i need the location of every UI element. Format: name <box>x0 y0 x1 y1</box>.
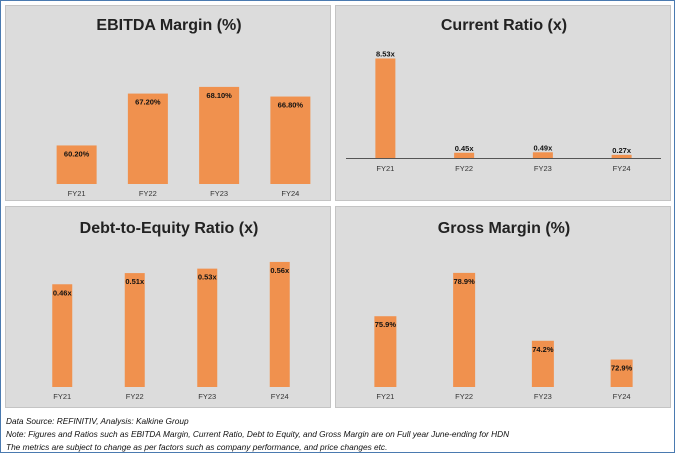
bar-fy24 <box>269 261 290 387</box>
data-label: 0.46x <box>53 288 73 297</box>
bar-fy22 <box>124 273 145 387</box>
chart-title: Current Ratio (x) <box>441 17 567 34</box>
x-tick-label: FY23 <box>210 189 228 198</box>
x-tick-label: FY22 <box>126 392 144 401</box>
gross-margin-chart: Gross Margin (%) 75.9% FY21 78.9% FY22 74.2% F… <box>335 206 671 408</box>
data-label: 0.56x <box>270 266 290 275</box>
data-label: 0.49x <box>533 143 553 152</box>
bar-fy22 <box>454 152 475 158</box>
x-tick-label: FY21 <box>376 164 394 173</box>
x-tick-label: FY24 <box>281 189 299 198</box>
data-label: 74.2% <box>532 345 554 354</box>
bar-fy24 <box>610 359 633 387</box>
x-tick-label: FY24 <box>271 392 289 401</box>
x-tick-label: FY24 <box>613 392 631 401</box>
chart-title: EBITDA Margin (%) <box>96 17 241 34</box>
x-tick-label: FY22 <box>455 164 473 173</box>
x-tick-label: FY23 <box>534 392 552 401</box>
debt-to-equity-chart: Debt-to-Equity Ratio (x) 0.46x FY21 0.51x FY… <box>5 206 331 408</box>
chart-svg: Gross Margin (%) 75.9% FY21 78.9% FY22 74.2% F… <box>374 220 633 401</box>
data-source-note: Data Source: REFINITIV, Analysis: Kalkin… <box>6 416 189 426</box>
bar-fy24 <box>611 154 632 158</box>
x-tick-label: FY24 <box>613 164 631 173</box>
data-label: 75.9% <box>375 320 397 329</box>
x-tick-label: FY22 <box>455 392 473 401</box>
ebitda-margin-chart: EBITDA Margin (%) 60.20% FY21 67.20% FY22 68.… <box>5 5 331 201</box>
current-ratio-chart: Current Ratio (x) 8.53x FY21 0.45x FY22 0.49x… <box>335 5 671 201</box>
bar-fy21 <box>56 145 97 184</box>
bar-fy22 <box>453 272 476 387</box>
data-label: 0.53x <box>198 273 218 282</box>
x-tick-label: FY21 <box>68 189 86 198</box>
x-tick-label: FY21 <box>376 392 394 401</box>
chart-svg: EBITDA Margin (%) 60.20% FY21 67.20% FY22 68.… <box>56 17 311 198</box>
data-label: 60.20% <box>64 149 90 158</box>
x-tick-label: FY23 <box>534 164 552 173</box>
bar-fy23 <box>199 86 240 184</box>
data-label: 68.10% <box>206 91 232 100</box>
x-tick-label: FY22 <box>139 189 157 198</box>
data-label: 0.45x <box>455 144 475 153</box>
disclaimer-note: The metrics are subject to change as per… <box>6 442 388 452</box>
data-label: 8.53x <box>376 49 396 58</box>
data-label: 78.9% <box>453 277 475 286</box>
footnotes: Data Source: REFINITIV, Analysis: Kalkin… <box>6 415 671 454</box>
bar-fy22 <box>127 93 168 184</box>
data-label: 0.51x <box>125 277 145 286</box>
data-label: 0.27x <box>612 146 632 155</box>
chart-svg: Debt-to-Equity Ratio (x) 0.46x FY21 0.51x FY… <box>52 220 290 401</box>
bar-fy21 <box>375 58 396 158</box>
data-label: 72.9% <box>611 364 633 373</box>
bar-fy21 <box>374 316 397 387</box>
bar-fy23 <box>197 268 218 387</box>
chart-svg: Current Ratio (x) 8.53x FY21 0.45x FY22 0.49x… <box>346 17 661 173</box>
chart-title: Gross Margin (%) <box>438 220 570 237</box>
bar-fy23 <box>532 152 553 158</box>
methodology-note: Note: Figures and Ratios such as EBITDA … <box>6 429 510 439</box>
bar-fy21 <box>52 284 73 387</box>
data-label: 66.80% <box>278 101 304 110</box>
x-tick-label: FY21 <box>53 392 71 401</box>
x-tick-label: FY23 <box>198 392 216 401</box>
bar-fy23 <box>531 340 554 387</box>
data-label: 67.20% <box>135 98 161 107</box>
bar-fy24 <box>270 96 311 184</box>
chart-title: Debt-to-Equity Ratio (x) <box>80 220 259 237</box>
